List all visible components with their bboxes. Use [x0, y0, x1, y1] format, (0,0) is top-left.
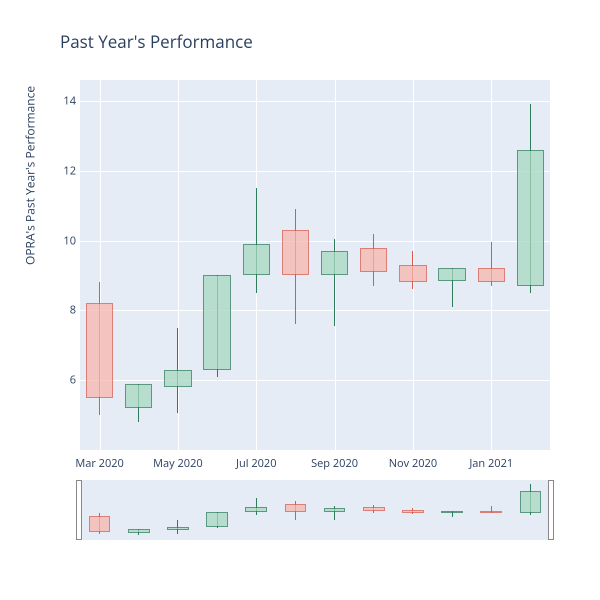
- x-tick-label: Jan 2021: [469, 456, 513, 471]
- candle-body[interactable]: [285, 504, 307, 511]
- grid-line-h: [80, 171, 550, 172]
- candle-body[interactable]: [360, 248, 387, 272]
- y-tick-label: 12: [56, 163, 76, 178]
- grid-line-h: [80, 101, 550, 102]
- grid-line-h: [80, 241, 550, 242]
- candle-body[interactable]: [324, 508, 346, 512]
- candle-body[interactable]: [441, 511, 463, 513]
- range-selector-plot[interactable]: [80, 480, 550, 540]
- candle-body[interactable]: [203, 275, 230, 369]
- candle-body[interactable]: [402, 510, 424, 513]
- candle-body[interactable]: [243, 244, 270, 275]
- x-tick-label: Nov 2020: [389, 456, 437, 471]
- candle-body[interactable]: [125, 384, 152, 408]
- candle-body[interactable]: [282, 230, 309, 275]
- grid-line-h: [80, 380, 550, 381]
- candle-body[interactable]: [363, 507, 385, 511]
- x-tick-label: May 2020: [153, 456, 203, 471]
- candle-body[interactable]: [480, 511, 502, 513]
- y-tick-label: 10: [56, 233, 76, 248]
- y-tick-label: 8: [56, 303, 76, 318]
- candle-body[interactable]: [520, 491, 542, 513]
- x-tick-label: Jul 2020: [236, 456, 277, 471]
- candle-wick: [256, 188, 257, 293]
- range-handle-right[interactable]: [548, 480, 554, 540]
- candle-body[interactable]: [245, 507, 267, 512]
- main-candlestick-plot[interactable]: [80, 80, 550, 450]
- y-tick-label: 14: [56, 93, 76, 108]
- candle-body[interactable]: [321, 251, 348, 275]
- candle-body[interactable]: [438, 268, 465, 280]
- candle-body[interactable]: [517, 150, 544, 286]
- grid-line-h: [80, 310, 550, 311]
- candle-body[interactable]: [89, 516, 111, 531]
- candle-body[interactable]: [399, 265, 426, 282]
- candle-body[interactable]: [206, 512, 228, 527]
- range-handle-left[interactable]: [76, 480, 82, 540]
- candle-body[interactable]: [86, 303, 113, 397]
- candle-body[interactable]: [164, 370, 191, 387]
- y-axis-label: OPRA's Past Year's Performance: [22, 86, 39, 265]
- candle-body[interactable]: [478, 268, 505, 282]
- y-tick-label: 6: [56, 373, 76, 388]
- candle-body[interactable]: [167, 527, 189, 530]
- x-tick-label: Mar 2020: [75, 456, 124, 471]
- chart-title: Past Year's Performance: [60, 30, 253, 53]
- candle-body[interactable]: [128, 529, 150, 533]
- x-tick-label: Sep 2020: [311, 456, 358, 471]
